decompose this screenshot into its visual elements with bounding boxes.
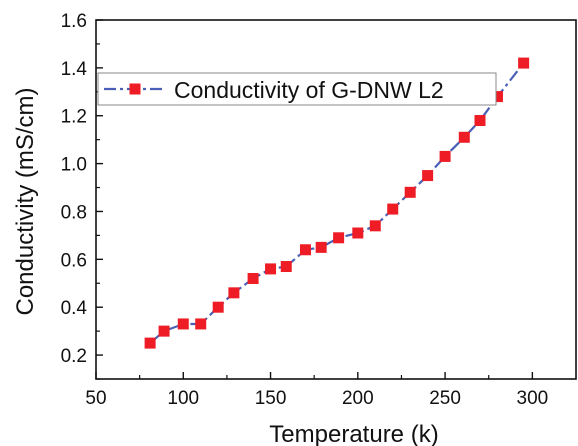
data-point [299,244,311,256]
y-axis-title: Conductivity (mS/cm) [12,87,39,315]
data-point [422,170,434,182]
axis-ticks: 50 100 150 200 250 300 0.2 0.4 0.6 0.8 1.0 1.2 1.4 1.… [61,11,549,409]
legend: Conductivity of G-DNW L2 [97,72,497,106]
data-point [439,150,451,162]
data-point [404,186,416,198]
data-point [158,325,170,337]
series-lines [149,62,525,344]
data-point [458,131,470,143]
series-line [149,62,525,344]
legend-marker [129,83,141,95]
data-point [387,203,399,215]
data-point [265,263,277,275]
data-point [474,115,486,127]
axes [95,19,577,380]
y-tick-label: 1.4 [61,59,88,80]
x-tick-label: 100 [167,388,199,409]
x-tick-label: 50 [85,388,106,409]
legend-label: Conductivity of G-DNW L2 [174,77,444,103]
data-markers [144,57,530,349]
y-tick-label: 0.2 [61,346,87,367]
data-point [333,232,345,244]
data-point [280,261,292,273]
y-tick-label: 1.6 [61,11,87,32]
data-point [177,318,189,330]
y-tick-label: 1.0 [61,155,87,176]
y-tick-label: 0.4 [61,298,88,319]
data-point [228,287,240,299]
y-tick-label: 0.6 [61,250,87,271]
data-point [195,318,207,330]
y-tick-label: 0.8 [61,202,87,223]
x-tick-label: 250 [429,388,461,409]
data-point [247,272,259,284]
x-tick-label: 150 [255,388,287,409]
data-point [144,337,156,349]
x-tick-label: 200 [342,388,374,409]
legend-box [97,72,497,106]
x-tick-label: 300 [517,388,549,409]
data-point [491,91,503,103]
data-point [518,57,530,69]
data-point [369,220,381,232]
data-point [315,241,327,253]
data-point [212,301,224,313]
y-tick-label: 1.2 [61,107,87,128]
data-point [352,227,364,239]
plot-frame [95,19,577,380]
x-axis-title: Temperature (k) [269,421,438,446]
